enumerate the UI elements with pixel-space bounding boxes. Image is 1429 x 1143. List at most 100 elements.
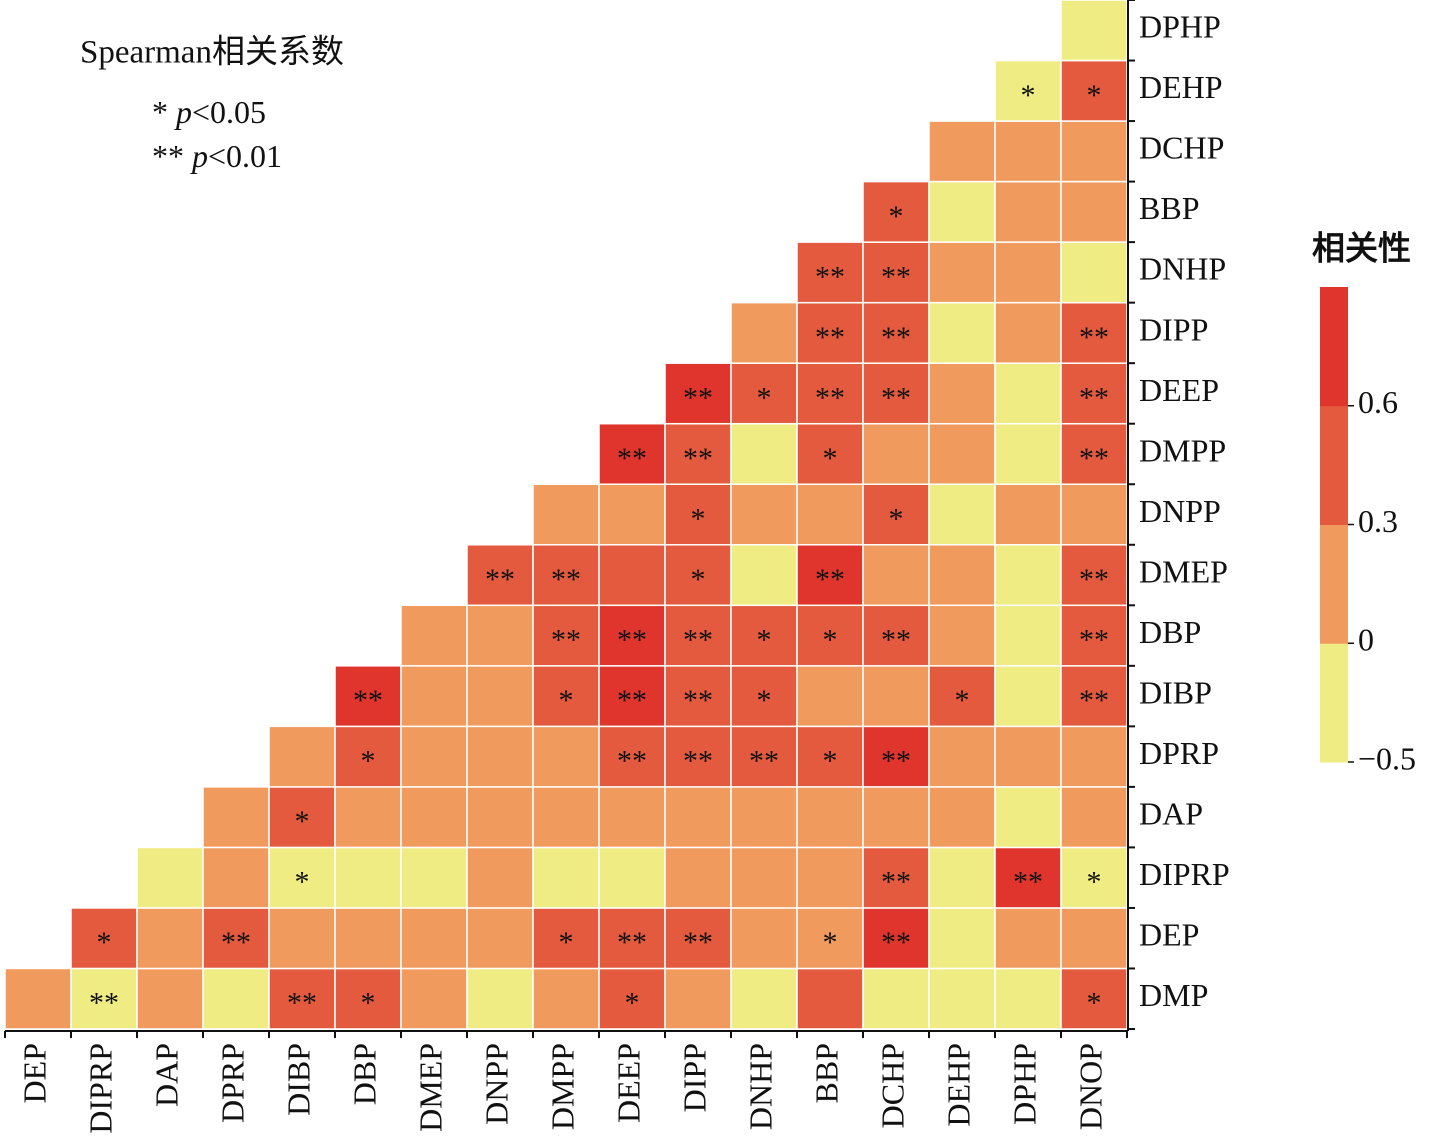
significance-label: *	[1087, 79, 1102, 112]
heatmap-cell	[994, 362, 1062, 425]
y-tick-label: DEHP	[1139, 69, 1223, 105]
heatmap-cell	[796, 483, 864, 546]
colorbar-tick-label: 0	[1358, 622, 1374, 658]
heatmap-cell	[862, 786, 930, 849]
significance-label: **	[353, 684, 383, 717]
heatmap-cell	[334, 907, 402, 970]
significance-label: **	[881, 624, 911, 657]
significance-label: **	[683, 926, 713, 959]
colorbar-segment	[1320, 287, 1348, 407]
significance-var: p	[174, 94, 192, 130]
x-tick-label: DMEP	[412, 1043, 448, 1132]
colorbar-tick-label: 0.6	[1358, 384, 1398, 420]
significance-label: *	[889, 200, 904, 233]
significance-label: *	[691, 563, 706, 596]
heatmap-cell	[598, 725, 666, 788]
y-tick-label: DNPP	[1139, 493, 1221, 529]
heatmap-cell	[796, 604, 864, 667]
x-tick-label: DNOP	[1072, 1043, 1108, 1130]
heatmap-cell	[862, 422, 930, 485]
heatmap-cell	[598, 846, 666, 909]
significance-label: **	[617, 684, 647, 717]
significance-label: *	[757, 381, 772, 414]
heatmap-cell	[268, 907, 336, 970]
y-tick-label: DNHP	[1139, 251, 1226, 287]
significance-label: **	[815, 563, 845, 596]
heatmap-cell	[928, 301, 996, 364]
heatmap-cell	[730, 665, 798, 728]
heatmap-cell	[994, 241, 1062, 304]
heatmap-cell	[928, 483, 996, 546]
heatmap-cell	[400, 786, 468, 849]
heatmap-cell	[664, 907, 732, 970]
significance-label: *	[823, 745, 838, 778]
y-tick-label: DBP	[1139, 614, 1201, 650]
heatmap-cell	[1060, 846, 1128, 909]
x-tick-label: DEP	[16, 1043, 52, 1103]
heatmap-cell	[532, 846, 600, 909]
heatmap-cell	[862, 301, 930, 364]
significance-label: **	[617, 442, 647, 475]
significance-label: *	[757, 684, 772, 717]
y-tick-label: DMPP	[1139, 432, 1226, 468]
significance-label: **	[1079, 442, 1109, 475]
heatmap-cell	[796, 241, 864, 304]
heatmap-cell	[730, 846, 798, 909]
significance-condition: <0.05	[192, 94, 266, 130]
heatmap-cell	[928, 725, 996, 788]
significance-label: **	[551, 624, 581, 657]
heatmap-cell	[400, 846, 468, 909]
significance-label: *	[361, 745, 376, 778]
y-tick-label: DEEP	[1139, 372, 1219, 408]
heatmap-cell	[730, 967, 798, 1030]
heatmap-cell	[1060, 786, 1128, 849]
heatmap-cell	[1060, 483, 1128, 546]
significance-mark: **	[152, 138, 184, 174]
y-tick-label: BBP	[1139, 190, 1199, 226]
significance-label: **	[1079, 321, 1109, 354]
heatmap-cell	[202, 846, 270, 909]
heatmap-cell	[928, 846, 996, 909]
significance-label: **	[1079, 563, 1109, 596]
heatmap-cell	[928, 362, 996, 425]
heatmap-cell	[334, 846, 402, 909]
colorbar-tick-label: −0.5	[1358, 740, 1416, 776]
x-tick-label: DEHP	[940, 1043, 976, 1127]
heatmap-cell	[268, 846, 336, 909]
heatmap-cell	[334, 786, 402, 849]
significance-label: **	[881, 866, 911, 899]
significance-label: **	[815, 321, 845, 354]
significance-label: **	[89, 987, 119, 1020]
heatmap-cell	[730, 725, 798, 788]
heatmap-cell	[928, 907, 996, 970]
x-tick-label: BBP	[808, 1043, 844, 1103]
heatmap-cell	[796, 422, 864, 485]
significance-label: **	[617, 745, 647, 778]
y-tick-label: DAP	[1139, 795, 1203, 831]
y-tick-label: DCHP	[1139, 130, 1224, 166]
y-tick-label: DMEP	[1139, 553, 1228, 589]
significance-label: *	[295, 866, 310, 899]
heatmap-cell	[862, 967, 930, 1030]
significance-label: **	[617, 624, 647, 657]
heatmap-cell	[532, 665, 600, 728]
heatmap-cell	[664, 967, 732, 1030]
heatmap-cell	[1060, 59, 1128, 122]
significance-label: *	[361, 987, 376, 1020]
heatmap-cell	[994, 725, 1062, 788]
significance-label: **	[287, 987, 317, 1020]
heatmap-cell	[1060, 967, 1128, 1030]
heatmap-cell	[1060, 422, 1128, 485]
x-tick-label: DIPP	[676, 1043, 712, 1112]
heatmap-cell	[730, 786, 798, 849]
significance-label: **	[881, 381, 911, 414]
significance-label: *	[97, 926, 112, 959]
heatmap-cell	[928, 967, 996, 1030]
heatmap-cell	[994, 544, 1062, 607]
significance-condition: <0.01	[208, 138, 282, 174]
heatmap-cell	[928, 665, 996, 728]
heatmap-cell	[1060, 725, 1128, 788]
heatmap-cell	[664, 725, 732, 788]
